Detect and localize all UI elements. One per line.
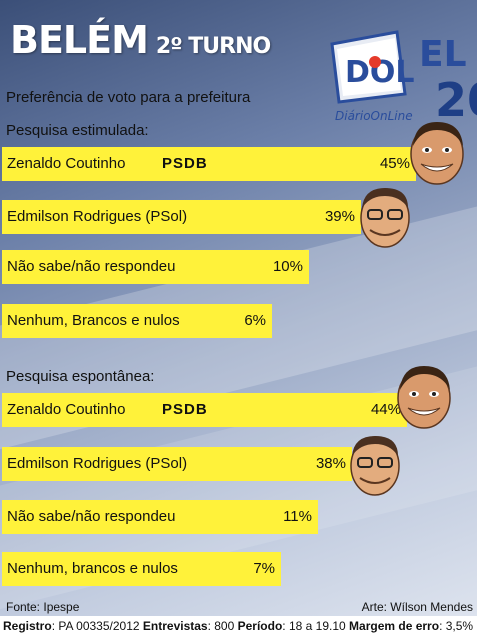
bar-value-label: 39% — [325, 208, 355, 225]
caricature-edmilson-icon — [346, 430, 404, 498]
bar: Edmilson Rodrigues (PSol) 39% — [2, 200, 361, 234]
footer-art-credit: Arte: Wílson Mendes — [362, 600, 473, 614]
periodo-label: Período — [238, 619, 283, 633]
bar-category-label: Edmilson Rodrigues (PSol) — [7, 455, 187, 472]
bar-category-label: Não sabe/não respondeu — [7, 508, 175, 525]
bar: Zenaldo Coutinho PSDB 45% — [2, 147, 416, 181]
bar-category-label: Nenhum, brancos e nulos — [7, 560, 178, 577]
caricature-zenaldo-icon — [405, 116, 469, 188]
periodo-value: : 18 a 19.10 — [282, 619, 349, 633]
title-city: BELÉM — [10, 18, 148, 62]
logo-caption: DiárioOnLine — [335, 109, 413, 123]
bar: Zenaldo Coutinho PSDB 44% — [2, 393, 407, 427]
caricature-zenaldo-icon — [392, 360, 456, 432]
bar-category-label: Edmilson Rodrigues (PSol) — [7, 208, 187, 225]
bar: Nenhum, brancos e nulos 7% — [2, 552, 281, 586]
bar-category-label: Não sabe/não respondeu — [7, 258, 175, 275]
bar-value-label: 10% — [273, 258, 303, 275]
bar-value-label: 11% — [283, 508, 312, 525]
entrevistas-label: Entrevistas — [143, 619, 208, 633]
bar: Não sabe/não respondeu 11% — [2, 500, 318, 534]
dol-logo: DOL DiárioOnLine EL 20 — [327, 24, 477, 124]
bar-category-label: Nenhum, Brancos e nulos — [7, 312, 180, 329]
bar-category-label: Zenaldo Coutinho — [7, 155, 125, 172]
bar: Não sabe/não respondeu 10% — [2, 250, 309, 284]
bar-value-label: 6% — [244, 312, 266, 329]
registro-label: Registro — [3, 619, 52, 633]
bar: Edmilson Rodrigues (PSol) 38% — [2, 447, 352, 481]
infographic-canvas: BELÉM 2º TURNO DOL DiárioOnLine EL 20 Pre… — [0, 0, 477, 616]
chart-subtitle: Preferência de voto para a prefeitura — [6, 89, 250, 106]
bar: Nenhum, Brancos e nulos 6% — [2, 304, 272, 338]
bar-value-label: 7% — [253, 560, 275, 577]
bar-value-label: 38% — [316, 455, 346, 472]
footer-source: Fonte: Ipespe — [6, 600, 79, 614]
logo-partial-a: EL — [419, 34, 467, 75]
margem-value: : 3,5% — [439, 619, 473, 633]
bar-category-label: Zenaldo Coutinho — [7, 401, 125, 418]
entrevistas-value: : 800 — [208, 619, 238, 633]
page-title: BELÉM 2º TURNO — [10, 18, 270, 62]
section-title-estimulada: Pesquisa estimulada: — [6, 122, 149, 139]
section-title-espontanea: Pesquisa espontânea: — [6, 368, 154, 385]
caricature-edmilson-icon — [356, 182, 414, 250]
registration-line: Registro: PA 00335/2012 Entrevistas: 800… — [0, 616, 477, 636]
registro-value: : PA 00335/2012 — [52, 619, 143, 633]
bar-party-label: PSDB — [162, 401, 208, 418]
bar-party-label: PSDB — [162, 155, 208, 172]
margem-label: Margem de erro — [349, 619, 439, 633]
title-turn: 2º TURNO — [156, 34, 270, 59]
